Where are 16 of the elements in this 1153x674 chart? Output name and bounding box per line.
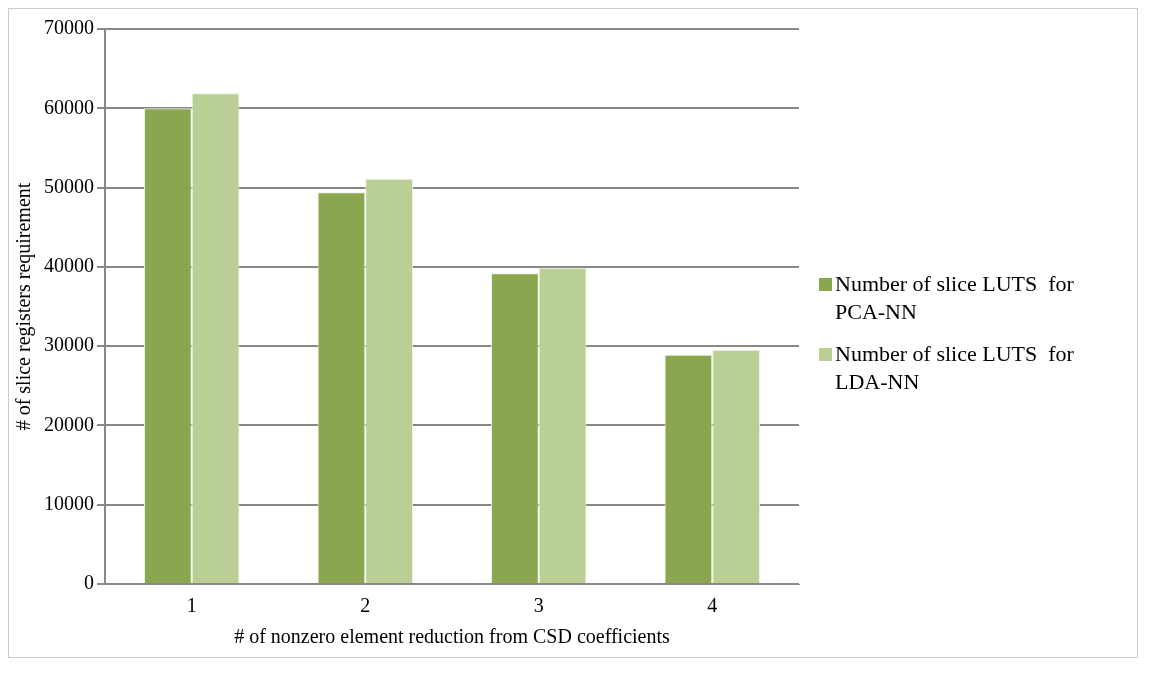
- x-tick-label: 1: [186, 594, 197, 617]
- x-tick-label: 2: [360, 594, 371, 617]
- y-tick-label: 30000: [44, 333, 94, 356]
- x-tick-label: 4: [707, 594, 718, 617]
- y-tick-label: 20000: [44, 412, 94, 435]
- y-tick-label: 60000: [44, 95, 94, 118]
- y-tick-label: 40000: [44, 254, 94, 277]
- y-axis-title: # of slice registers requirement: [12, 182, 36, 431]
- y-tick-label: 0: [84, 571, 94, 594]
- x-axis-title: # of nonzero element reduction from CSD coefficients: [234, 625, 671, 648]
- legend-label: Number of slice LUTS for PCA-NN: [835, 270, 1075, 326]
- y-tick-label: 50000: [44, 174, 94, 197]
- y-tick-label: 10000: [44, 491, 94, 514]
- x-tick-label: 3: [533, 594, 544, 617]
- y-tick-label: 70000: [44, 16, 94, 39]
- legend-label: Number of slice LUTS for LDA-NN: [835, 340, 1075, 396]
